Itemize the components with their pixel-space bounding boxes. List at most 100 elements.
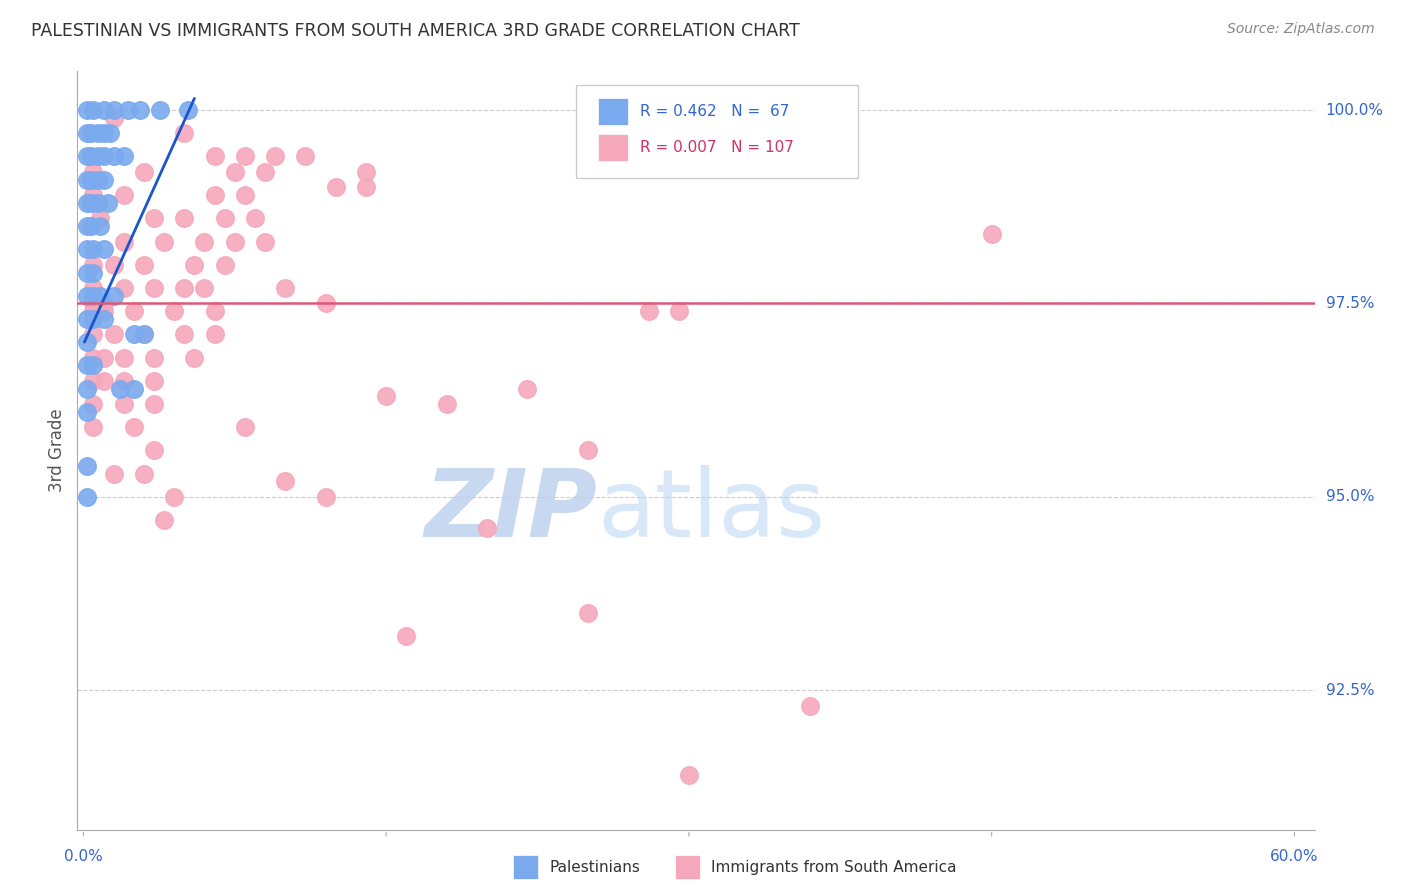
Point — [193, 281, 215, 295]
Point — [82, 165, 104, 179]
Point — [80, 219, 103, 233]
Point — [274, 281, 297, 295]
Point — [93, 103, 115, 117]
Text: Immigrants from South America: Immigrants from South America — [711, 860, 957, 874]
Point — [112, 188, 135, 202]
Point — [143, 281, 166, 295]
Text: ZIP: ZIP — [425, 465, 598, 558]
Point — [233, 149, 256, 163]
Point — [76, 172, 98, 186]
Point — [143, 351, 166, 365]
Point — [122, 420, 145, 434]
Point — [204, 188, 226, 202]
Point — [76, 458, 98, 473]
Text: 95.0%: 95.0% — [1326, 490, 1374, 504]
Point — [204, 304, 226, 318]
Point — [103, 467, 125, 481]
Point — [132, 165, 155, 179]
Point — [233, 420, 256, 434]
Point — [93, 149, 115, 163]
Point — [86, 126, 108, 140]
Text: 92.5%: 92.5% — [1326, 682, 1374, 698]
Point — [76, 266, 98, 280]
Point — [637, 304, 659, 318]
Point — [516, 382, 538, 396]
Point — [76, 149, 98, 163]
Point — [183, 258, 205, 272]
Point — [122, 304, 145, 318]
Point — [122, 382, 145, 396]
Point — [214, 211, 236, 226]
Point — [82, 374, 104, 388]
Point — [76, 405, 98, 419]
Text: R = 0.007   N = 107: R = 0.007 N = 107 — [640, 140, 793, 154]
Text: atlas: atlas — [598, 465, 825, 558]
Point — [129, 103, 152, 117]
Point — [82, 327, 104, 342]
Point — [76, 219, 98, 233]
Point — [576, 606, 599, 620]
Point — [93, 126, 115, 140]
Point — [243, 211, 266, 226]
Point — [143, 374, 166, 388]
Point — [163, 304, 186, 318]
Point — [475, 521, 498, 535]
Point — [103, 289, 125, 303]
Point — [132, 327, 155, 342]
Point — [177, 103, 200, 117]
Point — [143, 443, 166, 458]
Point — [76, 359, 98, 373]
Text: 97.5%: 97.5% — [1326, 296, 1374, 311]
Point — [103, 103, 125, 117]
Point — [82, 359, 104, 373]
Point — [112, 397, 135, 411]
Point — [93, 296, 115, 310]
Point — [93, 242, 115, 256]
Y-axis label: 3rd Grade: 3rd Grade — [48, 409, 66, 492]
Point — [80, 195, 103, 210]
Text: 60.0%: 60.0% — [1270, 849, 1319, 864]
Point — [576, 443, 599, 458]
Point — [82, 397, 104, 411]
Point — [86, 172, 108, 186]
Point — [93, 312, 115, 326]
Point — [86, 195, 108, 210]
Text: Source: ZipAtlas.com: Source: ZipAtlas.com — [1227, 22, 1375, 37]
Point — [112, 351, 135, 365]
Point — [193, 235, 215, 249]
Point — [76, 289, 98, 303]
Point — [678, 768, 700, 782]
Point — [143, 397, 166, 411]
Point — [132, 467, 155, 481]
Point — [315, 296, 337, 310]
Point — [93, 172, 115, 186]
Point — [82, 420, 104, 434]
Point — [82, 281, 104, 295]
Point — [82, 242, 104, 256]
Point — [224, 235, 246, 249]
Point — [375, 389, 398, 403]
Point — [82, 103, 104, 117]
Text: R = 0.462   N =  67: R = 0.462 N = 67 — [640, 104, 789, 119]
Point — [103, 258, 125, 272]
Point — [82, 304, 104, 318]
Point — [97, 195, 120, 210]
Point — [93, 374, 115, 388]
Point — [132, 327, 155, 342]
Point — [204, 327, 226, 342]
Point — [76, 195, 98, 210]
Point — [82, 351, 104, 365]
Point — [980, 227, 1002, 241]
Point — [112, 149, 135, 163]
Point — [163, 490, 186, 504]
Point — [76, 242, 98, 256]
Point — [132, 258, 155, 272]
Point — [153, 513, 176, 527]
Point — [82, 266, 104, 280]
Point — [86, 149, 108, 163]
Point — [354, 180, 377, 194]
Point — [153, 235, 176, 249]
Point — [82, 296, 104, 310]
Text: 0.0%: 0.0% — [65, 849, 103, 864]
Point — [98, 126, 121, 140]
